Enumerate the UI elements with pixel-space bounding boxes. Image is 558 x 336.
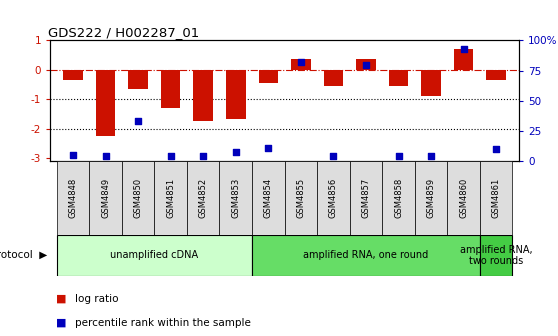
Text: log ratio: log ratio	[75, 294, 119, 304]
Bar	[122, 161, 155, 235]
Bar	[285, 161, 317, 235]
Text: amplified RNA,
two rounds: amplified RNA, two rounds	[460, 245, 532, 266]
Point	[232, 149, 240, 154]
Bar	[291, 59, 311, 70]
Bar	[194, 70, 213, 121]
Point	[362, 62, 371, 67]
Text: GSM4854: GSM4854	[264, 178, 273, 218]
Text: GSM4850: GSM4850	[133, 178, 143, 218]
Point	[296, 59, 305, 65]
Text: amplified RNA, one round: amplified RNA, one round	[304, 250, 429, 260]
Bar	[63, 70, 83, 80]
Text: GDS222 / H002287_01: GDS222 / H002287_01	[48, 26, 199, 39]
Bar	[219, 161, 252, 235]
Bar	[324, 70, 343, 86]
Text: protocol  ▶: protocol ▶	[0, 250, 47, 260]
Text: GSM4858: GSM4858	[394, 178, 403, 218]
Point	[329, 154, 338, 159]
Text: GSM4851: GSM4851	[166, 178, 175, 218]
Bar	[155, 161, 187, 235]
Text: GSM4856: GSM4856	[329, 178, 338, 218]
Bar	[252, 235, 480, 276]
Text: GSM4852: GSM4852	[199, 178, 208, 218]
Bar	[128, 70, 148, 89]
Bar	[454, 49, 473, 70]
Text: GSM4848: GSM4848	[69, 178, 78, 218]
Point	[492, 146, 501, 152]
Point	[394, 154, 403, 159]
Bar	[252, 161, 285, 235]
Bar	[161, 70, 180, 108]
Bar	[415, 161, 448, 235]
Point	[134, 119, 143, 124]
Point	[427, 154, 436, 159]
Point	[69, 153, 78, 158]
Text: GSM4855: GSM4855	[296, 178, 305, 218]
Text: ■: ■	[56, 318, 66, 328]
Text: percentile rank within the sample: percentile rank within the sample	[75, 318, 251, 328]
Text: GSM4853: GSM4853	[231, 178, 240, 218]
Text: GSM4857: GSM4857	[362, 178, 371, 218]
Bar	[382, 161, 415, 235]
Bar	[96, 70, 116, 136]
Bar	[350, 161, 382, 235]
Bar	[448, 161, 480, 235]
Bar	[421, 70, 441, 96]
Point	[264, 145, 273, 151]
Bar	[89, 161, 122, 235]
Text: ■: ■	[56, 294, 66, 304]
Point	[459, 46, 468, 51]
Text: GSM4860: GSM4860	[459, 178, 468, 218]
Bar	[317, 161, 350, 235]
Bar	[480, 161, 512, 235]
Text: GSM4861: GSM4861	[492, 178, 501, 218]
Bar	[487, 70, 506, 80]
Point	[101, 154, 110, 159]
Bar	[389, 70, 408, 86]
Bar	[480, 235, 512, 276]
Bar	[57, 161, 89, 235]
Bar	[187, 161, 219, 235]
Text: unamplified cDNA: unamplified cDNA	[110, 250, 199, 260]
Bar	[57, 235, 252, 276]
Point	[199, 154, 208, 159]
Text: GSM4859: GSM4859	[426, 178, 436, 218]
Bar	[226, 70, 246, 119]
Point	[166, 154, 175, 159]
Bar	[356, 58, 376, 70]
Bar	[258, 70, 278, 83]
Text: GSM4849: GSM4849	[101, 178, 110, 218]
